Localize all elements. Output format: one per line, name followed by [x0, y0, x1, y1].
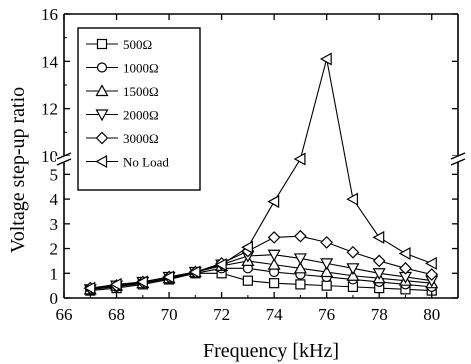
- break-gap: [56, 156, 72, 162]
- x-tick-label: 78: [371, 305, 388, 324]
- data-point: [424, 256, 437, 270]
- data-point: [267, 195, 280, 209]
- legend-item: 500Ω: [86, 37, 152, 52]
- break-gap: [450, 156, 466, 162]
- legend-marker: [95, 109, 109, 122]
- break-mark: [450, 152, 466, 160]
- data-point: [162, 270, 175, 284]
- data-point: [214, 258, 227, 272]
- legend-label: 500Ω: [123, 37, 152, 52]
- y-tick-label: 16: [41, 5, 58, 24]
- legend-marker: [96, 62, 108, 73]
- legend: 500Ω 1000Ω 1500Ω 2000Ω 3000Ω No Load: [77, 27, 201, 191]
- x-tick-label: 80: [423, 305, 440, 324]
- x-axis-title: Frequency [kHz]: [203, 340, 339, 362]
- y-axis-title: Voltage step-up ratio: [7, 87, 29, 253]
- data-point: [320, 236, 334, 249]
- data-point: [320, 265, 334, 278]
- data-point: [267, 257, 281, 270]
- legend-label: 3000Ω: [123, 131, 159, 146]
- data-point: [293, 152, 306, 166]
- legend-marker: [95, 154, 108, 169]
- legend-marker: [95, 84, 109, 97]
- y-tick-label: 0: [50, 289, 59, 308]
- y-tick-label: 1: [50, 264, 59, 283]
- break-mark: [56, 158, 72, 166]
- legend-marker: [95, 131, 109, 145]
- legend-label: 1500Ω: [123, 84, 159, 99]
- legend-item: 3000Ω: [86, 131, 159, 146]
- series-group: [83, 52, 439, 297]
- legend-item: 1500Ω: [86, 84, 159, 99]
- legend-label: No Load: [123, 155, 169, 170]
- y-tick-label: 3: [50, 215, 59, 234]
- legend-marker: [96, 38, 108, 50]
- data-point: [398, 246, 411, 261]
- x-axis: 66 68 70 72 74 76 78 80: [56, 14, 440, 324]
- data-point: [346, 263, 360, 276]
- data-point: [242, 275, 253, 286]
- data-point: [136, 275, 148, 289]
- x-tick-label: 74: [266, 305, 284, 324]
- x-tick-label: 66: [56, 305, 73, 324]
- series-6: [83, 52, 437, 295]
- data-point: [293, 261, 307, 274]
- break-mark: [56, 152, 72, 160]
- data-point: [346, 192, 359, 206]
- data-point: [425, 268, 439, 281]
- data-point: [295, 279, 306, 290]
- data-point: [293, 253, 307, 266]
- legend-item: 2000Ω: [86, 108, 159, 123]
- y-tick-label: 14: [41, 52, 59, 71]
- legend-item: 1000Ω: [86, 61, 159, 76]
- x-tick-label: 72: [213, 305, 230, 324]
- x-tick-label: 68: [108, 305, 125, 324]
- data-point: [321, 280, 332, 291]
- data-point: [294, 229, 307, 243]
- data-point: [372, 254, 386, 268]
- data-point: [372, 230, 385, 244]
- data-point: [346, 245, 360, 259]
- data-point: [241, 240, 253, 254]
- break-mark: [450, 158, 466, 166]
- legend-label: 1000Ω: [123, 61, 159, 76]
- data-point: [83, 281, 96, 295]
- data-point: [109, 277, 122, 291]
- x-tick-label: 76: [318, 305, 335, 324]
- data-point: [346, 269, 360, 281]
- legend-label: 2000Ω: [123, 108, 159, 123]
- data-point: [267, 231, 281, 244]
- y-tick-label: 4: [50, 190, 59, 209]
- data-point: [372, 268, 386, 281]
- data-point: [320, 258, 334, 271]
- data-point: [399, 261, 412, 275]
- data-point: [319, 52, 332, 66]
- data-point: [269, 278, 280, 289]
- x-tick-label: 70: [161, 305, 178, 324]
- legend-item: No Load: [86, 155, 169, 170]
- y-tick-label: 12: [41, 100, 58, 119]
- axis-break: [56, 152, 466, 166]
- y-tick-label: 2: [50, 240, 59, 259]
- y-tick-label: 5: [50, 165, 59, 184]
- y-tick-label: 10: [41, 147, 58, 166]
- data-point: [188, 265, 201, 279]
- data-point: [267, 249, 281, 262]
